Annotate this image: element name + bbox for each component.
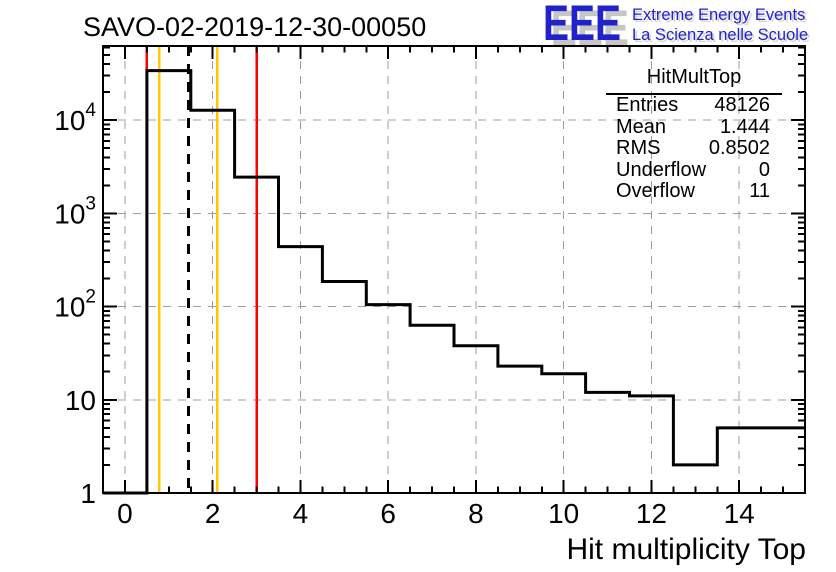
- svg-text:0: 0: [117, 498, 133, 529]
- stat-label: Mean: [616, 115, 667, 138]
- stat-label: Underflow: [616, 158, 707, 181]
- plot-title: SAVO-02-2019-12-30-00050: [83, 12, 427, 42]
- svg-text:103: 103: [54, 193, 96, 229]
- eee-logo-text: EEE: [543, 0, 622, 51]
- stats-row-mean: Mean 1.444: [606, 115, 782, 139]
- stat-label: Overflow: [616, 180, 695, 202]
- svg-text:2: 2: [205, 498, 221, 529]
- stat-value: 48126: [714, 94, 770, 116]
- logo-subtitle-line2: La Scienza nelle Scuole: [632, 26, 809, 44]
- stat-label: Entries: [616, 94, 679, 116]
- stats-row-underflow: Underflow 0: [606, 158, 782, 182]
- plot-frame: [102, 45, 806, 494]
- svg-text:8: 8: [468, 498, 484, 529]
- x-tick-labels: 0 2 4 6 8 10 12 14: [117, 498, 755, 529]
- svg-text:14: 14: [724, 498, 755, 529]
- stat-label: RMS: [616, 137, 661, 159]
- svg-text:1: 1: [80, 478, 96, 509]
- x-axis-title: Hit multiplicity Top: [566, 533, 806, 566]
- svg-text:10: 10: [65, 385, 96, 416]
- svg-text:4: 4: [293, 498, 309, 529]
- y-tick-labels: 1 10 102 103 104: [54, 100, 96, 509]
- svg-text:10: 10: [548, 498, 579, 529]
- yellow-marker-lines: [157, 46, 219, 493]
- stats-box: HitMultTop Entries 48126 Mean 1.444 RMS …: [606, 62, 782, 203]
- stats-box-title: HitMultTop: [606, 62, 782, 95]
- stat-value: 11: [749, 180, 770, 202]
- logo-subtitle-line1: Extreme Energy Events: [632, 6, 806, 24]
- stats-row-overflow: Overflow 11: [606, 180, 782, 203]
- svg-text:12: 12: [636, 498, 667, 529]
- eee-logo-subtitle: Extreme Energy Events La Scienza nelle S…: [632, 5, 832, 45]
- gridlines: [103, 46, 805, 493]
- histogram-line: [103, 69, 805, 495]
- stats-row-rms: RMS 0.8502: [606, 137, 782, 160]
- stats-row-entries: Entries 48126: [606, 94, 782, 117]
- red-marker-lines: [145, 46, 258, 493]
- svg-text:102: 102: [54, 287, 96, 323]
- svg-text:6: 6: [380, 498, 396, 529]
- stat-value: 1.444: [719, 115, 770, 138]
- stat-value: 0: [758, 158, 770, 181]
- axis-ticks: [103, 46, 805, 494]
- stat-value: 0.8502: [708, 137, 770, 159]
- svg-text:104: 104: [54, 100, 96, 136]
